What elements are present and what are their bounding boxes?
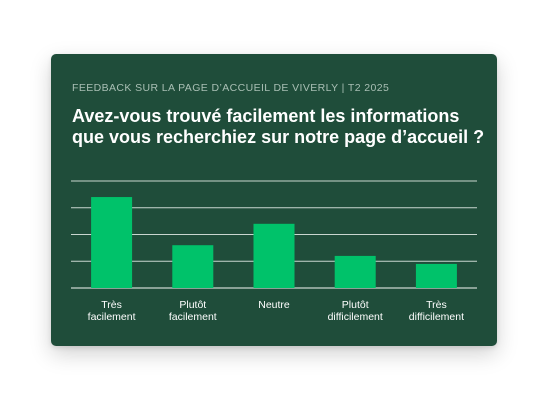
x-tick-label: Plutôt difficilement <box>328 299 383 323</box>
x-tick-label: Plutôt facilement <box>169 299 217 323</box>
bar <box>91 197 133 288</box>
x-tick-label: Neutre <box>258 299 290 311</box>
bar <box>253 223 295 288</box>
bar <box>415 263 457 288</box>
bar <box>334 255 376 288</box>
chart-title: Avez-vous trouvé facilement les informat… <box>72 106 485 147</box>
bar-chart: Très facilement Plutôt facilement Neutre Plut… <box>71 180 477 323</box>
x-tick-label: Très facilement <box>88 299 136 323</box>
bar-layer <box>91 197 457 288</box>
bar <box>172 245 214 288</box>
chart-eyebrow: FEEDBACK SUR LA PAGE D’ACCUEIL DE VIVERL… <box>72 82 390 94</box>
x-tick-label: Très difficilement <box>409 299 464 323</box>
chart-card: FEEDBACK SUR LA PAGE D’ACCUEIL DE VIVERL… <box>51 54 497 346</box>
label-layer: Très facilement Plutôt facilement Neutre Plut… <box>88 299 464 323</box>
